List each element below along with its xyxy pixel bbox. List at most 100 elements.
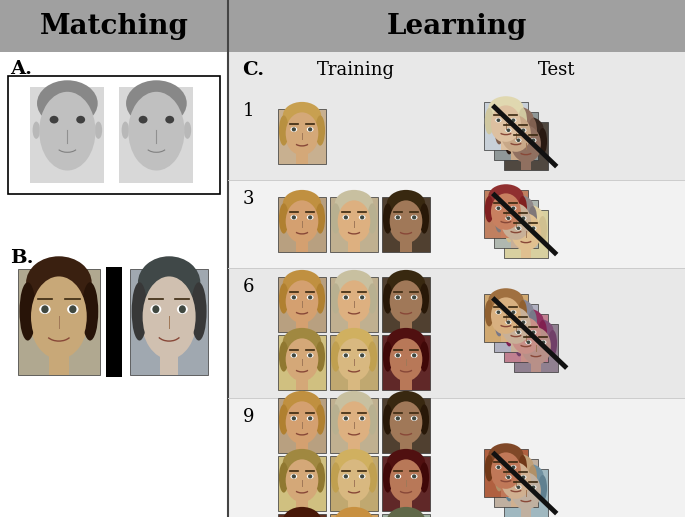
Ellipse shape	[285, 199, 319, 244]
Ellipse shape	[520, 326, 551, 365]
Ellipse shape	[532, 485, 536, 489]
Bar	[278, 277, 326, 331]
Ellipse shape	[506, 128, 510, 132]
Ellipse shape	[495, 118, 501, 123]
Ellipse shape	[491, 452, 521, 489]
Ellipse shape	[383, 283, 393, 314]
Ellipse shape	[390, 401, 423, 443]
Ellipse shape	[538, 128, 547, 155]
Ellipse shape	[490, 296, 522, 335]
Text: Learning: Learning	[386, 12, 527, 39]
Ellipse shape	[490, 104, 522, 143]
Ellipse shape	[519, 455, 527, 481]
Ellipse shape	[39, 92, 95, 171]
Bar	[501, 331, 511, 342]
Ellipse shape	[508, 463, 543, 487]
Ellipse shape	[411, 215, 418, 220]
Ellipse shape	[128, 92, 184, 171]
Ellipse shape	[516, 139, 521, 142]
Ellipse shape	[419, 462, 429, 493]
Ellipse shape	[383, 203, 393, 234]
Ellipse shape	[491, 193, 521, 230]
Ellipse shape	[501, 308, 531, 344]
Ellipse shape	[508, 308, 543, 332]
Bar	[278, 455, 326, 510]
Ellipse shape	[411, 474, 418, 479]
Text: C.: C.	[242, 61, 264, 79]
Bar	[504, 314, 548, 362]
Bar	[494, 459, 538, 507]
Bar	[18, 269, 100, 375]
Text: A.: A.	[10, 60, 32, 78]
Ellipse shape	[485, 196, 494, 222]
Ellipse shape	[342, 215, 349, 220]
Ellipse shape	[395, 416, 401, 421]
Ellipse shape	[290, 474, 297, 479]
Bar	[296, 239, 308, 251]
Ellipse shape	[515, 226, 521, 231]
Bar	[504, 210, 548, 258]
Ellipse shape	[412, 474, 416, 478]
Ellipse shape	[367, 341, 377, 372]
Ellipse shape	[359, 416, 366, 421]
Ellipse shape	[151, 305, 162, 314]
Bar	[348, 239, 360, 251]
Ellipse shape	[342, 416, 349, 421]
Ellipse shape	[344, 353, 348, 357]
Ellipse shape	[510, 125, 542, 163]
Ellipse shape	[31, 277, 87, 357]
Bar	[400, 377, 412, 389]
Ellipse shape	[290, 215, 297, 220]
Ellipse shape	[387, 270, 425, 297]
Bar	[330, 513, 378, 517]
Ellipse shape	[488, 184, 523, 208]
Ellipse shape	[286, 459, 319, 501]
Ellipse shape	[411, 416, 418, 421]
Ellipse shape	[412, 353, 416, 357]
Ellipse shape	[498, 298, 534, 322]
Bar	[278, 109, 326, 163]
Ellipse shape	[387, 449, 425, 476]
Ellipse shape	[528, 118, 537, 144]
Ellipse shape	[396, 216, 400, 219]
Ellipse shape	[388, 279, 423, 323]
Bar	[296, 320, 308, 331]
Ellipse shape	[390, 459, 423, 501]
Ellipse shape	[383, 462, 393, 493]
Ellipse shape	[191, 282, 207, 341]
Ellipse shape	[538, 320, 547, 346]
Ellipse shape	[283, 190, 321, 218]
Bar	[501, 486, 511, 497]
Ellipse shape	[383, 404, 393, 435]
Ellipse shape	[283, 270, 321, 297]
Ellipse shape	[519, 108, 527, 134]
Ellipse shape	[337, 458, 371, 502]
Ellipse shape	[511, 125, 541, 162]
Ellipse shape	[307, 295, 314, 300]
Ellipse shape	[308, 216, 312, 219]
Bar	[521, 352, 531, 362]
Ellipse shape	[279, 404, 288, 435]
Ellipse shape	[532, 330, 536, 334]
Ellipse shape	[532, 226, 536, 230]
Ellipse shape	[488, 96, 523, 120]
Ellipse shape	[510, 316, 542, 355]
Ellipse shape	[515, 330, 523, 356]
Ellipse shape	[41, 306, 49, 313]
Ellipse shape	[548, 330, 557, 356]
Ellipse shape	[412, 295, 416, 299]
Ellipse shape	[286, 401, 319, 443]
Ellipse shape	[488, 443, 523, 467]
Ellipse shape	[165, 116, 174, 124]
Ellipse shape	[383, 341, 393, 372]
Ellipse shape	[528, 206, 537, 233]
Ellipse shape	[396, 353, 400, 357]
Text: 6: 6	[243, 278, 255, 296]
Ellipse shape	[388, 458, 423, 502]
Text: B.: B.	[10, 249, 34, 267]
Ellipse shape	[286, 280, 319, 322]
Ellipse shape	[497, 465, 501, 469]
Ellipse shape	[49, 116, 58, 124]
Ellipse shape	[292, 216, 296, 219]
Ellipse shape	[485, 300, 494, 326]
